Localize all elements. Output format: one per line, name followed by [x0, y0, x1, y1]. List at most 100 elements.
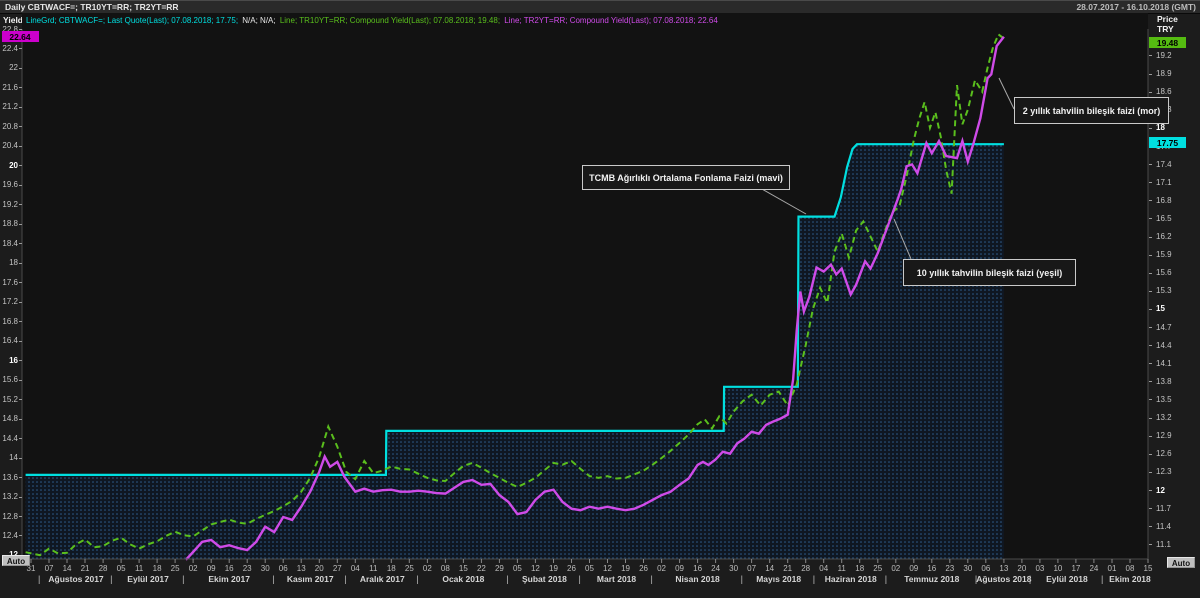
y-axis-left-tickmark	[19, 438, 22, 440]
y-axis-right-tick: 15.9	[1156, 250, 1172, 260]
x-axis-day-tick: 26	[567, 564, 576, 573]
x-axis-day-tick: 02	[657, 564, 666, 573]
y-axis-right-tickmark	[1149, 490, 1152, 491]
x-axis-month-label: Eylül 2018	[1046, 574, 1088, 584]
y-axis-left-tick: 12.8	[2, 511, 18, 521]
x-axis-month-label: Temmuz 2018	[904, 574, 960, 584]
x-axis-day-tick: 17	[1071, 564, 1081, 573]
x-axis-day-tick: 18	[855, 564, 865, 573]
x-axis-day-tick: 12	[530, 564, 540, 573]
x-axis-month-separator: |	[884, 574, 888, 584]
x-axis-day-tick: 19	[621, 564, 630, 573]
y-axis-right-tickmark	[1149, 290, 1152, 292]
x-axis-day-tick: 30	[963, 564, 973, 573]
x-axis-day-tick: 21	[80, 564, 90, 573]
date-range: 28.07.2017 - 16.10.2018 (GMT)	[1076, 2, 1196, 12]
x-axis-day-tick: 09	[909, 564, 919, 573]
legend-segment-0: LineGrd; CBTWACF=; Last Quote(Last); 07.…	[26, 16, 241, 25]
y-axis-right-tickmark	[1149, 399, 1152, 401]
left-axis-header: Yield	[3, 15, 23, 25]
y-axis-right-tick: 14.4	[1156, 340, 1172, 350]
y-axis-left-tick: 19.6	[2, 180, 18, 190]
x-axis-day-tick: 29	[494, 564, 504, 573]
y-axis-right-tickmark	[1149, 327, 1152, 329]
y-axis-left-tickmark	[19, 282, 22, 284]
x-axis-day-tick: 11	[837, 564, 846, 573]
annotation-2y-bond-yield[interactable]: 2 yıllık tahvilin bileşik faizi (mor)	[1014, 97, 1169, 124]
x-axis-month-label: Ekim 2017	[208, 574, 250, 584]
x-axis-day-tick: 28	[801, 564, 811, 573]
x-axis-day-tick: 04	[819, 564, 829, 573]
x-axis-day-tick: 20	[314, 564, 324, 573]
y-axis-left-tick: 17.2	[2, 297, 18, 307]
x-axis-month-label: Kasım 2017	[286, 574, 334, 584]
y-axis-left-tick: 21.6	[2, 82, 18, 92]
y-axis-left-tick: 14.8	[2, 414, 18, 424]
y-axis-left-tick: 16.4	[2, 336, 18, 346]
y-axis-right-tick: 14.7	[1156, 322, 1172, 332]
x-axis-month-separator: |	[578, 574, 581, 584]
y-axis-left-tickmark	[19, 379, 22, 381]
x-axis-month-separator: |	[1028, 574, 1032, 584]
y-axis-left-tick: 15.6	[2, 375, 18, 385]
y-axis-right-tickmark	[1149, 471, 1152, 473]
y-axis-left-tickmark	[19, 457, 22, 459]
x-axis-day-tick: 28	[98, 564, 108, 573]
legend-segment-3: Line; TR2YT=RR; Compound Yield(Last); 07…	[504, 16, 718, 25]
x-axis-day-tick: 25	[170, 564, 180, 573]
x-axis-month-label: Ekim 2018	[1109, 574, 1151, 584]
y-axis-right-tick: 16.8	[1156, 195, 1172, 205]
x-axis-day-tick: 08	[440, 564, 450, 573]
chart-title: Daily CBTWACF=; TR10YT=RR; TR2YT=RR	[5, 2, 179, 12]
y-axis-left-tickmark	[19, 262, 22, 264]
x-axis-day-tick: 05	[585, 564, 594, 573]
x-axis-day-tick: 30	[260, 564, 270, 573]
y-axis-left-tickmark	[19, 126, 22, 128]
y-axis-left-tickmark	[19, 204, 22, 206]
x-axis-day-tick: 02	[422, 564, 432, 573]
y-axis-left-tick: 16.8	[2, 316, 18, 326]
legend-segment-2: Line; TR10YT=RR; Compound Yield(Last); 0…	[279, 16, 503, 25]
y-axis-right-tick: 14.1	[1156, 358, 1172, 368]
annotation-tcmb-funding-rate[interactable]: TCMB Ağırlıklı Ortalama Fonlama Faizi (m…	[582, 165, 790, 190]
y-axis-right-tick: 12	[1156, 485, 1165, 495]
x-axis-day-tick: 14	[765, 564, 775, 573]
y-axis-right-tick: 13.2	[1156, 413, 1172, 423]
left-axis-auto-button[interactable]: Auto	[2, 555, 30, 566]
y-axis-left-tickmark	[19, 496, 22, 498]
y-axis-right-tickmark	[1149, 254, 1152, 256]
x-axis-day-tick: 14	[62, 564, 72, 573]
y-axis-right-tickmark	[1149, 91, 1152, 93]
y-axis-left-tickmark	[19, 535, 22, 537]
y-axis-left-tick: 13.6	[2, 472, 18, 482]
y-axis-right-tick: 11.7	[1156, 503, 1171, 513]
y-axis-left-tick: 22	[9, 63, 18, 73]
x-axis-month-separator: |	[182, 574, 185, 584]
y-axis-left-tick: 22.8	[2, 24, 18, 34]
y-axis-left-tick: 20.8	[2, 121, 18, 131]
y-axis-right-tick: 11.4	[1156, 521, 1171, 531]
y-axis-right-tickmark	[1149, 526, 1152, 528]
x-axis-month-separator: |	[110, 574, 113, 584]
y-axis-right-tickmark	[1149, 200, 1152, 202]
x-axis-day-tick: 24	[711, 564, 721, 573]
x-axis-day-tick: 16	[927, 564, 937, 573]
y-axis-right-tick: 15.3	[1156, 286, 1172, 296]
right-axis-header: Price TRY	[1157, 14, 1178, 34]
y-axis-left-tickmark	[19, 67, 22, 69]
y-axis-left-tick: 22.4	[2, 43, 18, 53]
x-axis-day-tick: 07	[747, 564, 757, 573]
x-axis-day-tick: 06	[981, 564, 991, 573]
y-axis-right-tickmark	[1149, 164, 1152, 166]
annotation-10y-bond-yield[interactable]: 10 yıllık tahvilin bileşik faizi (yeşil)	[903, 259, 1076, 286]
y-axis-right-tick: 18.6	[1156, 87, 1172, 97]
y-axis-right-tick: 12.6	[1156, 449, 1172, 459]
legend-segment-1: N/A; N/A;	[242, 16, 278, 25]
x-axis-day-tick: 11	[369, 564, 378, 573]
series-legend[interactable]: LineGrd; CBTWACF=; Last Quote(Last); 07.…	[26, 16, 720, 25]
right-axis-auto-button[interactable]: Auto	[1167, 557, 1195, 568]
y-axis-left-tick: 12	[1, 550, 18, 559]
y-axis-right-tickmark	[1149, 73, 1152, 75]
y-axis-right-tick: 17.1	[1156, 177, 1172, 187]
